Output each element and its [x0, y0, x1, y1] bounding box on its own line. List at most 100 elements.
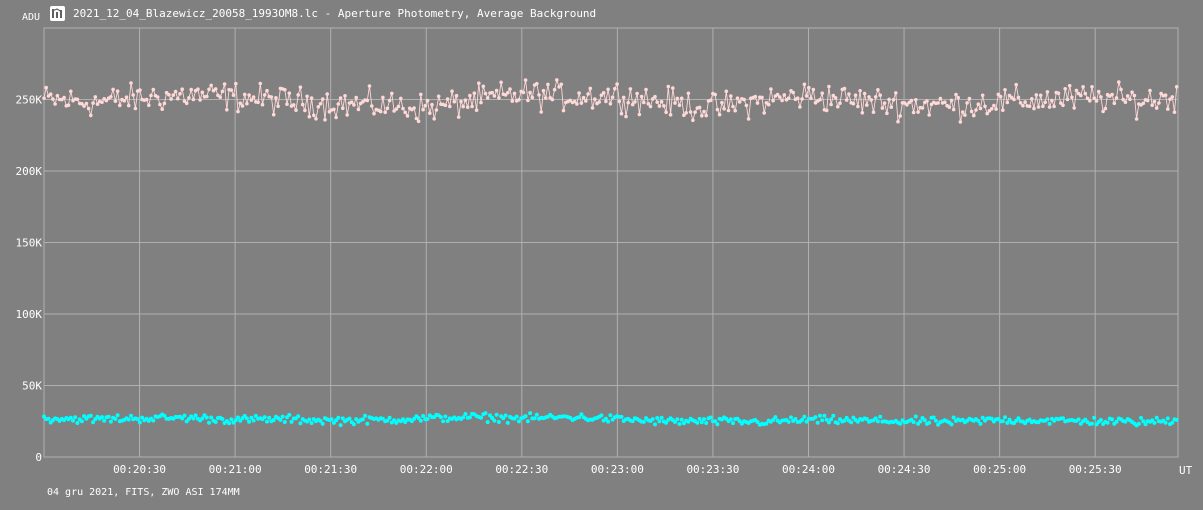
data-point: [227, 421, 232, 426]
data-point: [53, 102, 57, 106]
data-point: [405, 114, 410, 118]
data-point: [162, 413, 167, 418]
data-point: [1119, 87, 1123, 92]
data-point: [1154, 415, 1159, 420]
data-point: [213, 87, 218, 91]
data-point: [86, 106, 91, 111]
data-point: [664, 110, 668, 115]
data-point: [46, 416, 51, 421]
data-point: [786, 419, 791, 424]
data-point: [269, 95, 274, 99]
data-point: [129, 81, 133, 85]
data-point: [726, 108, 731, 113]
data-point: [976, 418, 981, 423]
data-point: [1130, 90, 1134, 94]
data-point: [713, 92, 717, 97]
data-point: [590, 106, 595, 110]
data-point: [331, 420, 336, 425]
data-point: [762, 111, 766, 115]
data-point: [581, 95, 586, 100]
data-point: [1154, 106, 1159, 110]
data-point: [1030, 97, 1034, 101]
data-point: [329, 417, 334, 422]
data-point: [608, 413, 613, 418]
data-point: [1139, 415, 1143, 420]
data-point: [387, 415, 392, 420]
data-point: [855, 419, 860, 424]
data-point: [735, 96, 740, 100]
data-point: [399, 96, 403, 101]
data-point: [1110, 417, 1115, 422]
data-point: [167, 92, 171, 97]
data-point: [720, 100, 724, 105]
data-point: [280, 414, 285, 419]
data-point: [938, 96, 943, 101]
data-point: [811, 87, 816, 92]
data-point: [715, 107, 720, 112]
data-point: [367, 84, 372, 88]
data-point: [1103, 106, 1108, 111]
data-point: [523, 414, 528, 419]
data-point: [715, 422, 720, 427]
data-point: [831, 93, 836, 98]
data-point: [691, 118, 695, 123]
data-point: [456, 115, 461, 119]
light-curve-app-icon[interactable]: [50, 5, 65, 21]
data-point: [1168, 97, 1172, 101]
data-point: [869, 98, 873, 102]
data-point: [200, 416, 205, 421]
data-point: [675, 417, 680, 422]
data-point: [619, 414, 624, 419]
data-point: [666, 84, 671, 89]
data-point: [126, 417, 131, 422]
data-point: [679, 417, 684, 422]
data-point: [180, 416, 185, 421]
data-point: [1003, 88, 1007, 92]
data-point: [129, 413, 133, 418]
data-point: [271, 418, 276, 422]
data-point: [69, 89, 73, 94]
data-point: [360, 417, 365, 422]
data-point: [312, 113, 316, 118]
data-point: [396, 104, 401, 109]
data-point: [606, 87, 610, 92]
data-point: [418, 418, 423, 423]
data-point: [356, 107, 361, 112]
data-point: [1045, 90, 1050, 94]
data-point: [579, 101, 584, 105]
data-point: [470, 104, 474, 109]
data-point: [528, 90, 532, 95]
data-point: [91, 420, 96, 425]
data-point: [419, 92, 423, 97]
data-point: [314, 117, 318, 121]
data-point: [671, 86, 675, 90]
data-point: [673, 101, 677, 105]
data-point: [490, 90, 495, 95]
data-point: [1170, 95, 1175, 99]
data-point: [55, 93, 60, 98]
data-point: [492, 418, 497, 423]
data-point: [951, 107, 956, 112]
data-point: [648, 104, 653, 109]
data-point: [1157, 101, 1161, 105]
data-point: [184, 101, 189, 106]
data-point: [320, 97, 325, 101]
data-point: [189, 87, 193, 92]
data-point: [985, 111, 989, 116]
data-point: [873, 416, 878, 421]
data-point: [956, 95, 960, 100]
data-point: [989, 416, 994, 421]
data-point: [704, 421, 709, 425]
data-point: [1012, 97, 1016, 102]
data-point: [256, 100, 260, 105]
data-point: [633, 100, 637, 104]
data-point: [1059, 101, 1063, 105]
data-point: [138, 88, 142, 92]
data-point: [111, 87, 115, 92]
data-point: [300, 102, 305, 107]
data-point: [365, 421, 370, 426]
data-point: [534, 412, 539, 417]
data-point: [831, 413, 836, 418]
data-point: [615, 82, 619, 86]
